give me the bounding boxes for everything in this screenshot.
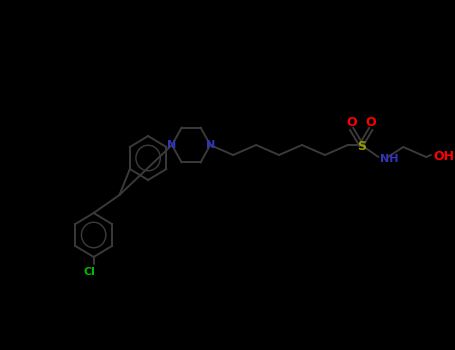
Text: N: N (167, 140, 177, 150)
Text: O: O (365, 117, 376, 130)
Text: S: S (357, 140, 366, 154)
Text: NH: NH (380, 154, 399, 164)
Text: O: O (346, 117, 357, 130)
Text: Cl: Cl (84, 267, 96, 277)
Text: N: N (206, 140, 215, 150)
Text: OH: OH (434, 149, 455, 162)
